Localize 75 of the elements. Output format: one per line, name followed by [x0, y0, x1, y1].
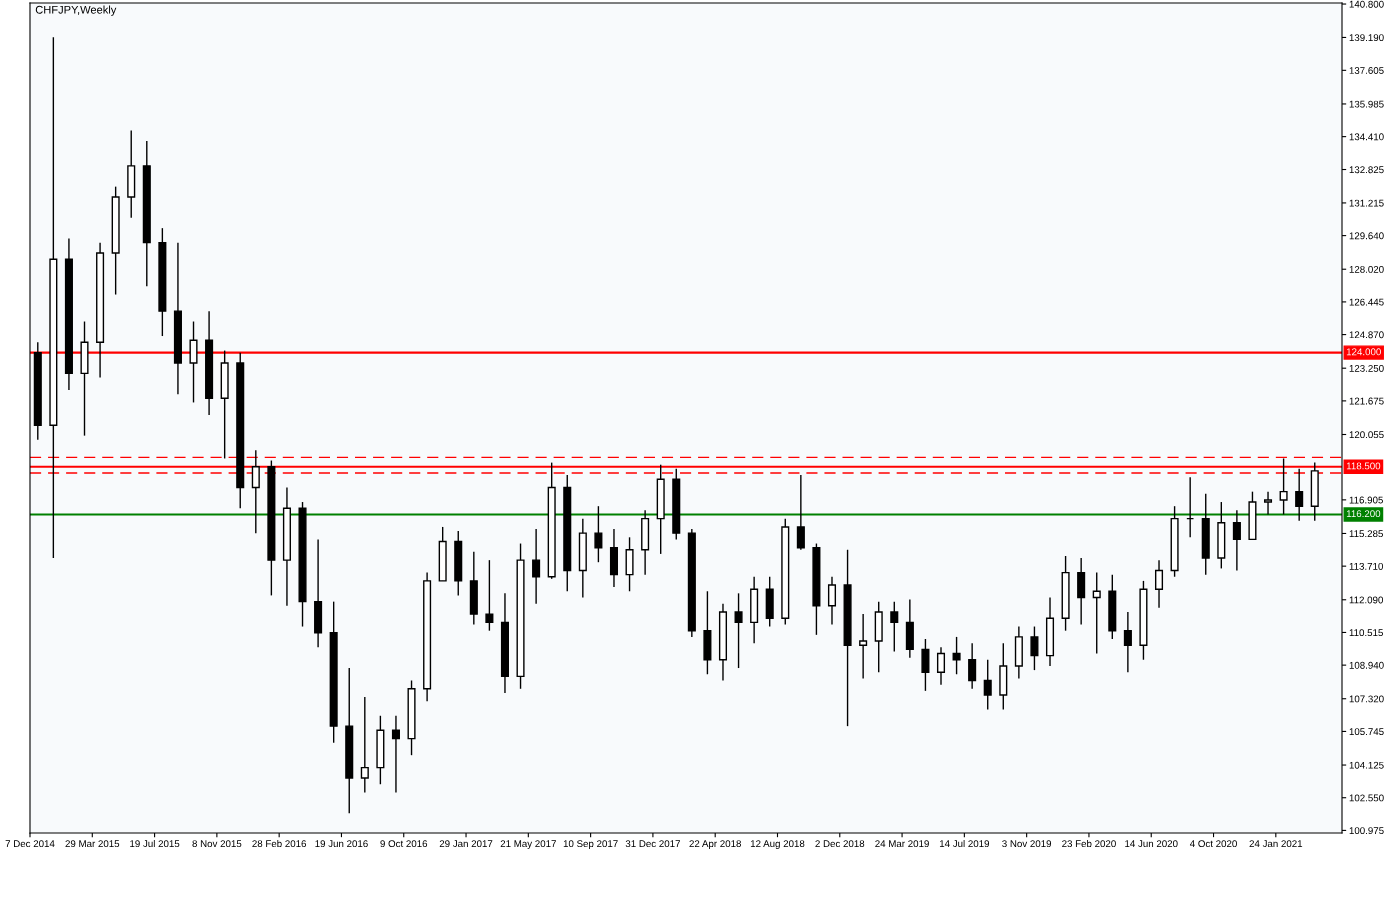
ref-line-label: 124.000: [1346, 348, 1381, 356]
y-tick-label: 131.215: [1349, 199, 1384, 207]
ref-line-label: 118.500: [1346, 462, 1381, 470]
y-tick-label: 128.020: [1349, 265, 1384, 273]
candlestick: [1092, 571, 1101, 655]
y-tick-label: 132.825: [1349, 166, 1384, 174]
x-tick-label: 14 Jun 2020: [1125, 840, 1178, 848]
x-tick-label: 7 Dec 2014: [5, 840, 55, 848]
candlestick: [1030, 625, 1039, 671]
x-tick-label: 22 Apr 2018: [689, 840, 741, 850]
y-tick-label: 134.410: [1349, 133, 1384, 141]
candlestick: [952, 636, 961, 675]
x-tick-label: 4 Oct 2020: [1189, 840, 1237, 848]
y-tick-label: 113.710: [1349, 562, 1383, 570]
x-tick-label: 31 Dec 2017: [625, 840, 680, 848]
candlestick: [189, 320, 198, 404]
y-tick-label: 112.090: [1349, 596, 1383, 604]
x-tick-label: 2 Dec 2018: [815, 840, 865, 848]
y-tick-label: 135.985: [1349, 100, 1384, 108]
x-tick-label: 29 Jan 2017: [439, 840, 493, 848]
candlestick: [936, 646, 946, 686]
candlestick: [532, 528, 541, 605]
candlestick: [796, 474, 805, 551]
y-tick-label: 129.640: [1349, 232, 1384, 240]
candlestick: [921, 638, 930, 692]
y-tick-label: 108.940: [1349, 661, 1384, 669]
candlestick: [485, 559, 494, 632]
y-tick-label: 100.975: [1349, 827, 1384, 835]
x-tick-label: 8 Nov 2015: [192, 840, 242, 848]
y-tick-label: 116.905: [1349, 496, 1383, 504]
ref-line-label: 116.200: [1346, 510, 1381, 518]
x-tick-label: 19 Jun 2016: [315, 840, 368, 848]
candlestick: [251, 449, 260, 534]
x-tick-label: 12 Aug 2018: [750, 840, 805, 850]
candlestick: [1232, 509, 1241, 572]
candlestick: [1263, 490, 1273, 516]
x-tick-label: 29 Mar 2015: [65, 840, 120, 848]
y-tick-label: 115.285: [1349, 530, 1383, 538]
x-tick-label: 19 Jul 2015: [130, 839, 180, 848]
candlestick: [1154, 559, 1164, 609]
y-tick-label: 105.745: [1349, 728, 1384, 736]
candlestick: [890, 600, 899, 653]
candlestick: [734, 592, 743, 669]
x-tick-label: 10 Sep 2017: [563, 840, 618, 850]
candlestick: [1123, 611, 1132, 673]
y-tick-label: 124.870: [1349, 331, 1384, 339]
candlestick: [391, 715, 400, 794]
y-tick-label: 137.605: [1349, 67, 1384, 74]
candlestick: [859, 613, 868, 680]
candlestick: [827, 576, 837, 626]
y-tick-label: 121.675: [1349, 397, 1384, 405]
candlestick: [983, 659, 992, 711]
x-tick-label: 9 Oct 2016: [380, 840, 428, 848]
x-tick-label: 23 Feb 2020: [1062, 839, 1116, 848]
y-tick-label: 102.550: [1349, 794, 1384, 802]
y-tick-label: 139.190: [1349, 34, 1384, 42]
x-tick-label: 24 Jan 2021: [1249, 840, 1303, 848]
x-tick-label: 14 Jul 2019: [939, 839, 990, 848]
x-tick-label: 24 Mar 2019: [875, 840, 929, 848]
y-tick-label: 140.800: [1349, 0, 1384, 8]
y-tick-label: 107.320: [1349, 695, 1384, 703]
y-tick-label: 104.125: [1349, 761, 1384, 769]
x-tick-label: 3 Nov 2019: [1002, 840, 1052, 848]
y-tick-label: 120.055: [1349, 431, 1384, 439]
candlestick: [594, 505, 603, 563]
y-tick-label: 126.445: [1349, 298, 1384, 306]
chart-title: CHFJPY,Weekly: [35, 5, 117, 16]
candlestick: [1295, 468, 1304, 522]
x-tick-label: 28 Feb 2016: [252, 839, 307, 848]
x-tick-label: 21 May 2017: [500, 840, 556, 850]
candlestick: [360, 696, 369, 794]
candlestick: [968, 642, 977, 690]
candlestick: [1279, 457, 1288, 516]
y-tick-label: 123.250: [1349, 364, 1384, 372]
y-tick-label: 110.515: [1349, 629, 1383, 637]
